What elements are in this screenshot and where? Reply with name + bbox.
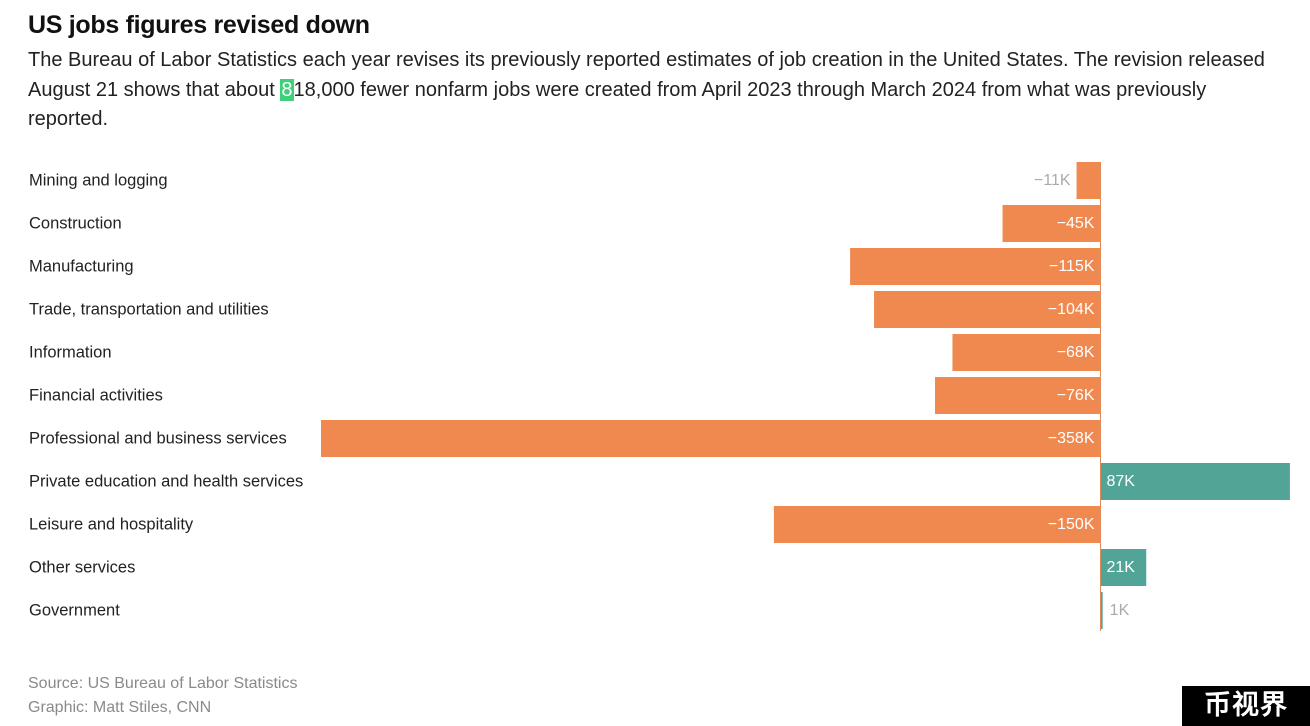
bar (952, 334, 1101, 371)
bar (1100, 592, 1103, 629)
value-label: 87K (1107, 473, 1136, 490)
bar (874, 291, 1101, 328)
bar (773, 506, 1101, 543)
watermark-logo: 币视界 (1182, 686, 1310, 726)
value-label: −150K (1048, 516, 1095, 533)
value-label: −76K (1057, 387, 1095, 404)
value-label: −45K (1057, 215, 1095, 232)
value-label: −115K (1049, 258, 1095, 275)
category-label: Information (29, 344, 112, 362)
category-label: Trade, transportation and utilities (29, 301, 269, 319)
category-label: Mining and logging (29, 172, 168, 190)
bar (935, 377, 1101, 414)
subtitle-text-end: 18,000 fewer nonfarm jobs were created f… (28, 78, 1207, 131)
category-label: Construction (29, 215, 122, 233)
value-label: 21K (1107, 559, 1136, 576)
bar (1100, 549, 1147, 586)
bar-chart: Mining and logging −11K Construction −45K Ma… (29, 162, 1290, 631)
subtitle-highlight: 8 (280, 78, 294, 101)
value-label: −68K (1057, 344, 1095, 361)
category-label: Financial activities (29, 387, 163, 405)
category-label: Private education and health services (29, 473, 303, 491)
chart-footer: Source: US Bureau of Labor Statistics Gr… (28, 672, 297, 720)
subtitle-text-start: The Bureau of Labor Statistics each year… (28, 49, 1265, 101)
category-label: Manufacturing (29, 258, 134, 276)
bar (1076, 162, 1101, 199)
chart-subtitle: The Bureau of Labor Statistics each year… (28, 46, 1288, 135)
graphic-credit: Graphic: Matt Stiles, CNN (28, 699, 212, 716)
chart-title: US jobs figures revised down (28, 11, 370, 39)
bar (1100, 463, 1290, 500)
value-label: −11K (1034, 172, 1071, 189)
category-label: Professional and business services (29, 430, 287, 448)
bar (321, 420, 1101, 457)
value-label: −358K (1048, 430, 1095, 447)
category-label: Leisure and hospitality (29, 516, 194, 534)
category-label: Government (29, 602, 120, 620)
bar (1002, 205, 1101, 242)
category-label: Other services (29, 559, 135, 577)
value-label: −104K (1048, 301, 1095, 318)
value-label: 1K (1110, 602, 1130, 619)
source-note: Source: US Bureau of Labor Statistics (28, 675, 298, 692)
bar (850, 248, 1101, 285)
